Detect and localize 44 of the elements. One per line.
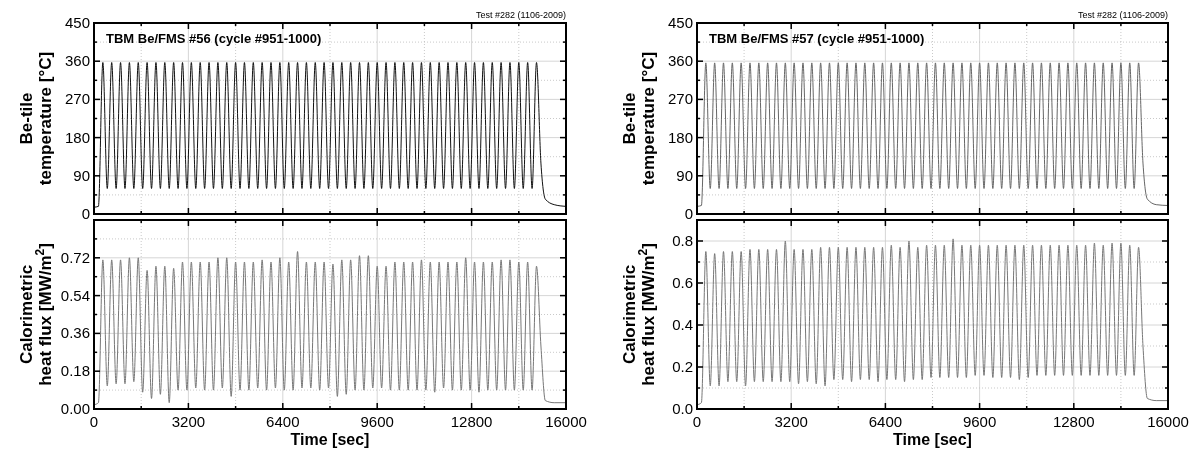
y-tick-label: 0	[684, 205, 693, 222]
y-tick-label: 360	[667, 52, 693, 70]
line-series	[697, 238, 1168, 406]
y-tick-label: 0.0	[672, 400, 693, 417]
x-tick-label: 9600	[360, 413, 394, 430]
y-tick-label: 0.36	[60, 324, 90, 342]
y-tick-label: 450	[64, 14, 90, 31]
x-tick-label: 9600	[962, 413, 997, 430]
line-series	[94, 251, 566, 406]
y-tick-label: 180	[667, 128, 693, 146]
y-tick-label: 450	[667, 14, 693, 31]
y-tick-label: 0.18	[60, 362, 90, 380]
y-tick-label: 0	[81, 205, 90, 222]
x-axis-title: Time [sec]	[893, 431, 972, 448]
x-tick-label: 3200	[171, 413, 206, 430]
y-tick-label: 0.2	[672, 358, 693, 375]
y-tick-label: 0.72	[60, 248, 90, 266]
x-tick-label: 6400	[868, 413, 903, 430]
x-tick-label: 12800	[450, 413, 493, 430]
y-tick-label: 270	[64, 90, 90, 108]
text: Test #282 (1106-2009)	[1078, 10, 1168, 20]
y-tick-label: 0.00	[60, 400, 90, 417]
y-tick-label: 270	[667, 90, 693, 108]
text: TBM Be/FMS #57 (cycle #951-1000)	[709, 31, 925, 46]
x-axis-title: Time [sec]	[290, 431, 370, 448]
line-series	[697, 62, 1168, 207]
line-series	[94, 61, 566, 208]
y-axis-title: Be-tile temperature [°C]	[17, 51, 55, 186]
y-tick-label: 360	[64, 52, 90, 70]
text: Test #282 (1106-2009)	[476, 10, 566, 20]
x-tick-label: 16000	[1147, 413, 1189, 430]
y-tick-label: 90	[73, 166, 90, 184]
x-tick-label: 16000	[545, 413, 587, 430]
y-axis-title: Be-tile temperature [°C]	[620, 51, 658, 186]
x-tick-label: 6400	[266, 413, 300, 430]
y-tick-label: 90	[676, 166, 693, 184]
y-tick-label: 0.8	[672, 232, 693, 249]
text: TBM Be/FMS #56 (cycle #951-1000)	[106, 31, 322, 46]
y-tick-label: 0.6	[672, 274, 693, 291]
y-tick-label: 180	[64, 128, 90, 146]
y-tick-label: 0.4	[672, 316, 693, 333]
x-tick-label: 12800	[1052, 413, 1095, 430]
y-tick-label: 0.54	[60, 286, 90, 304]
x-tick-label: 3200	[774, 413, 808, 430]
